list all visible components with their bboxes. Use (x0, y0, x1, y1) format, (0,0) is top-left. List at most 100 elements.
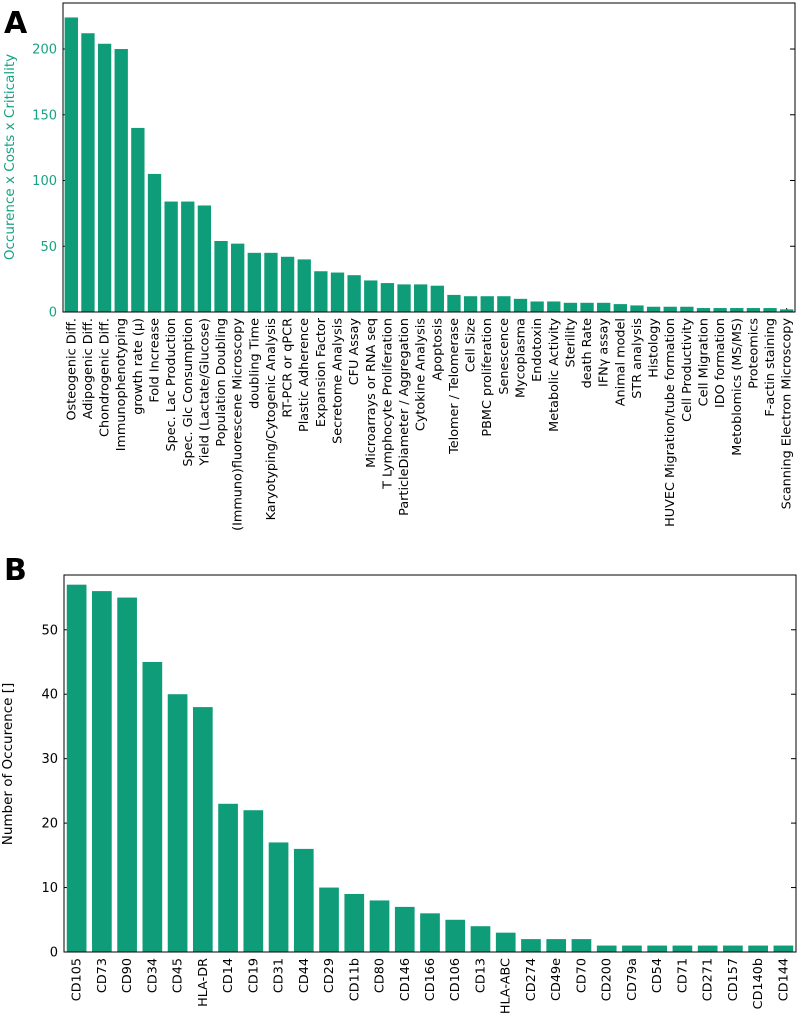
x-tick-label: IFNγ assay (597, 318, 612, 387)
x-tick-label: CD144 (776, 958, 791, 1001)
x-tick-label: CD11b (347, 958, 362, 1001)
x-tick-label: Chondrogenic Diff. (98, 318, 113, 437)
x-tick-label: Proteomics (746, 318, 761, 389)
x-tick-label: T Lymphocyte Proliferation (380, 318, 395, 490)
x-tick-label: CD45 (171, 958, 186, 993)
x-tick-label: CD79a (625, 958, 640, 1001)
bar-yield-lactate-glucose (197, 205, 212, 312)
panel-b-label: B (4, 553, 27, 588)
x-tick-label: Senescence (497, 318, 512, 395)
x-tick-label: Scanning Electron Microscopy (780, 318, 795, 510)
bar-cd73 (92, 591, 112, 952)
x-tick-label: CD157 (726, 958, 741, 1001)
bar-death-rate (580, 302, 594, 312)
panel-b-y-tick-labels: 0 10 20 30 40 50 (41, 623, 58, 960)
bar-cd79a (622, 945, 642, 952)
x-tick-label: Metoblomics (MS/MS) (730, 318, 745, 456)
x-tick-label: Karyotyping/Cytogenic Analysis (264, 318, 279, 521)
x-tick-label: HUVEC Migration/tube formation (663, 318, 678, 527)
x-tick-label: CD274 (524, 958, 539, 1001)
x-tick-label: Microarrays or RNA seq (364, 318, 379, 468)
bar-cd140b (748, 945, 768, 952)
bar-fold-increase (147, 173, 162, 312)
x-tick-label: Adipogenic Diff. (81, 318, 96, 419)
y-tick-label: 20 (41, 817, 58, 832)
bar-cd200 (596, 945, 617, 952)
y-tick-label: 40 (41, 688, 58, 703)
bar-karyotyping-cytogenic-analysis (264, 252, 278, 312)
x-tick-label: CD29 (322, 958, 337, 993)
x-tick-label: Spec. Lac Production (164, 318, 179, 451)
bar-hla-dr (192, 707, 213, 952)
bar-cd29 (319, 887, 339, 952)
bar-cd106 (445, 919, 466, 952)
x-tick-label: Cytokine Analysis (414, 318, 429, 431)
x-tick-label: Spec. Glc Consumption (181, 318, 196, 467)
x-tick-label: CD271 (701, 958, 716, 1001)
x-tick-label: Telomer / Telomerase (447, 318, 462, 455)
panel-b-axes-frame (63, 574, 797, 953)
bar-rt-pcr-or-qpcr (280, 256, 295, 312)
x-tick-label: CD140b (751, 958, 766, 1009)
bar-cell-size (463, 296, 478, 312)
x-tick-label: Apoptosis (430, 318, 445, 381)
x-tick-label: Cell Productivity (680, 318, 695, 422)
x-tick-label: PBMC proliferation (480, 318, 495, 437)
x-tick-label: CD44 (297, 958, 312, 993)
x-tick-label: CD90 (120, 958, 135, 993)
y-tick-label: 200 (32, 43, 57, 58)
y-tick-label: 50 (40, 240, 57, 255)
panel-a-axes-frame (62, 2, 796, 313)
bar-telomer-telomerase (447, 294, 461, 312)
bar-proteomics (746, 308, 761, 312)
x-tick-label: Sterility (563, 318, 578, 368)
x-tick-label: CD54 (650, 958, 665, 993)
x-tick-label: Population Doubling (214, 318, 229, 447)
bar-expansion-factor (314, 271, 328, 312)
x-tick-label: CD13 (473, 958, 488, 993)
x-tick-label: CD73 (95, 958, 110, 993)
x-tick-label: Metabolic Activity (547, 318, 562, 432)
x-tick-label: Osteogenic Diff. (64, 318, 79, 421)
bar-str-analysis (630, 305, 644, 312)
x-tick-label: Histology (647, 318, 662, 378)
x-tick-label: CD146 (398, 958, 413, 1001)
x-tick-label: Plastic Adherence (297, 318, 312, 432)
bar-spec-glc-consumption (181, 201, 195, 312)
bar-plastic-adherence (297, 259, 311, 312)
bar-cd34 (142, 662, 163, 952)
bar-cd13 (470, 926, 491, 952)
bar-cd19 (243, 810, 264, 952)
bar-sterility (563, 302, 578, 312)
panel-a-label: A (4, 6, 28, 41)
bar-microarrays-or-rna-seq (364, 280, 378, 312)
x-tick-label: CD80 (373, 958, 388, 993)
bar-cd45 (167, 694, 188, 952)
panel-b-x-tick-labels: CD105 CD73 CD90 CD34 CD45 HLA-DR CD14 CD19 CD31 C… (70, 958, 792, 1014)
x-tick-label: CD19 (246, 958, 261, 993)
x-tick-label: Cell Migration (697, 318, 712, 406)
y-tick-label: 30 (41, 752, 58, 767)
x-tick-label: CD70 (574, 958, 589, 993)
x-tick-label: CD105 (70, 958, 85, 1001)
bar-cd14 (218, 803, 238, 952)
x-tick-label: STR analysis (630, 318, 645, 399)
bar-secretome-analysis (330, 272, 345, 312)
panel-a-bars (64, 17, 794, 313)
bar-scanning-electron-microscopy (780, 309, 794, 312)
x-tick-label: CD71 (675, 958, 690, 993)
x-tick-label: CFU Assay (347, 318, 362, 386)
bar-ido-formation (713, 308, 727, 312)
x-tick-label: IDO formation (713, 318, 728, 408)
y-tick-label: 100 (32, 174, 57, 189)
bar-growth-rate (131, 127, 145, 312)
x-tick-label: Fold Increase (148, 318, 163, 403)
bar-population-doubling (214, 241, 228, 312)
x-tick-label: CD200 (600, 958, 615, 1001)
bar-endotoxin (530, 301, 544, 312)
bar-cd44 (293, 848, 314, 952)
x-tick-label: CD31 (272, 958, 287, 993)
y-tick-label: 10 (41, 881, 58, 896)
